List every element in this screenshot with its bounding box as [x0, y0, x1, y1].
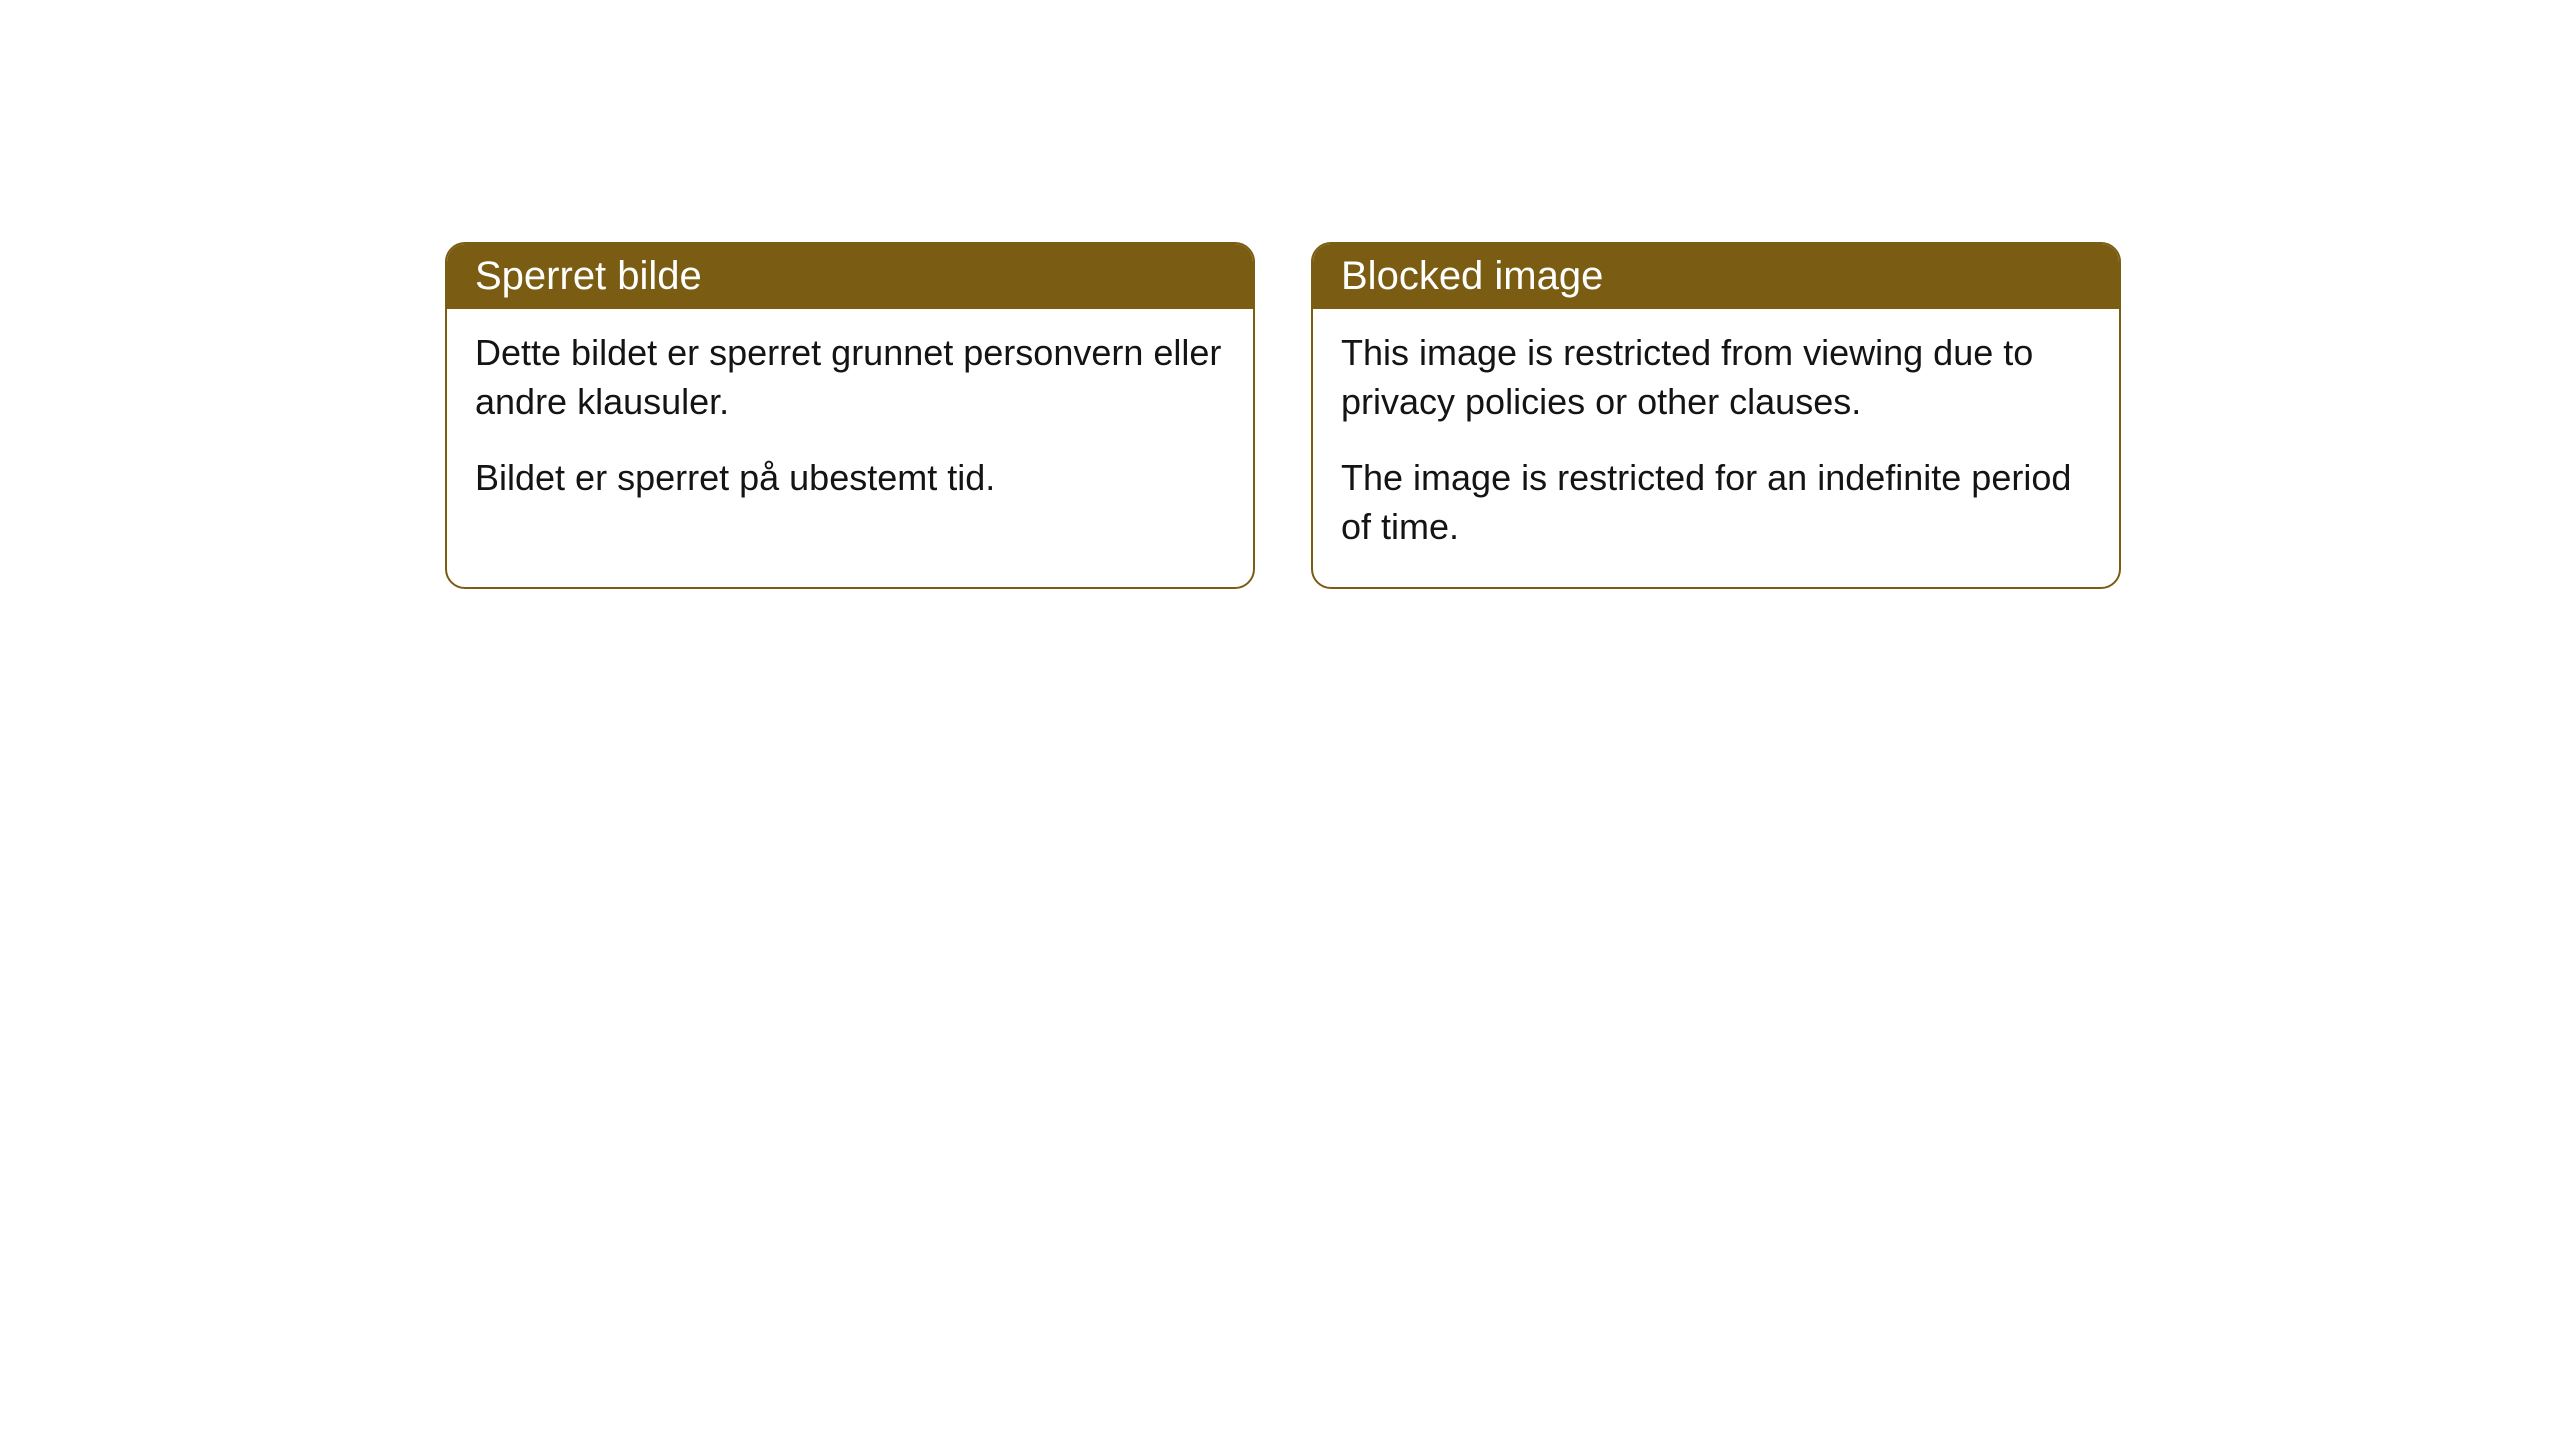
- notice-cards-container: Sperret bilde Dette bildet er sperret gr…: [0, 0, 2560, 589]
- card-body: This image is restricted from viewing du…: [1313, 309, 2119, 587]
- card-paragraph: Dette bildet er sperret grunnet personve…: [475, 329, 1225, 426]
- card-paragraph: Bildet er sperret på ubestemt tid.: [475, 454, 1225, 503]
- blocked-image-card-english: Blocked image This image is restricted f…: [1311, 242, 2121, 589]
- card-paragraph: The image is restricted for an indefinit…: [1341, 454, 2091, 551]
- card-body: Dette bildet er sperret grunnet personve…: [447, 309, 1253, 539]
- card-title: Sperret bilde: [447, 244, 1253, 309]
- card-paragraph: This image is restricted from viewing du…: [1341, 329, 2091, 426]
- card-title: Blocked image: [1313, 244, 2119, 309]
- blocked-image-card-norwegian: Sperret bilde Dette bildet er sperret gr…: [445, 242, 1255, 589]
